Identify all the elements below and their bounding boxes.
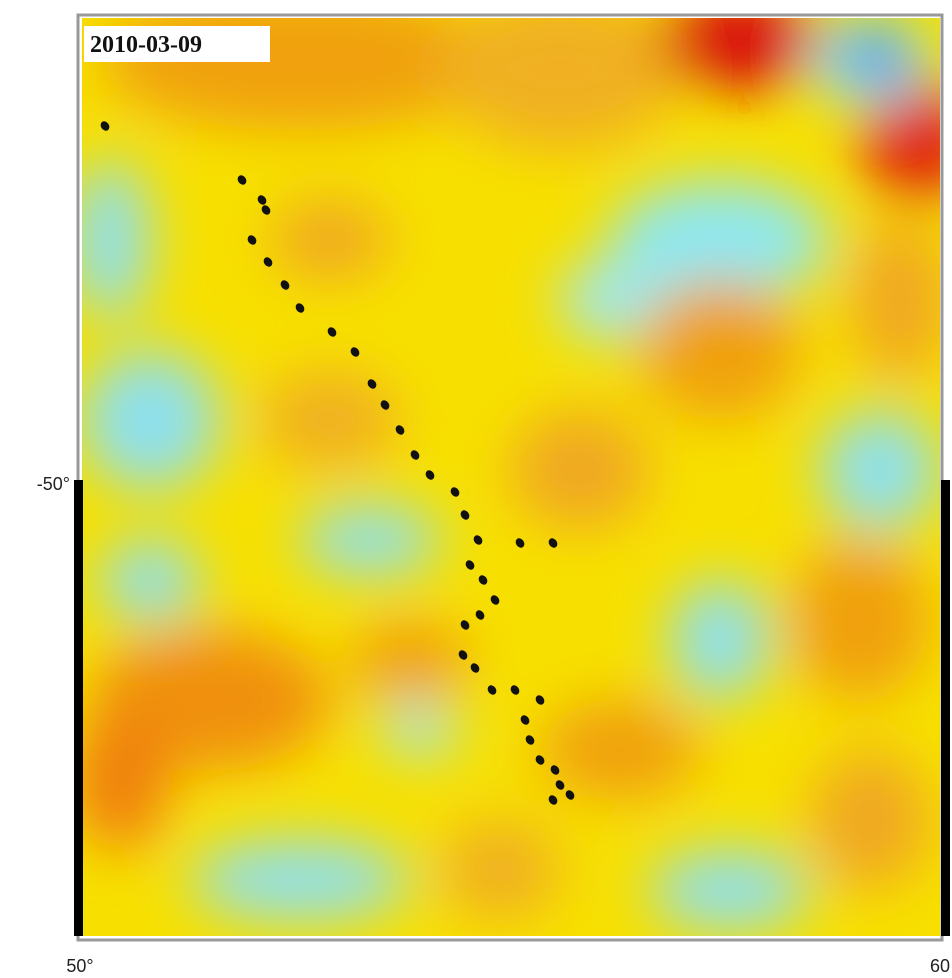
track-point [490, 595, 500, 605]
track-point [237, 175, 247, 185]
track-point [460, 620, 470, 630]
x-axis-label: 60 [930, 956, 950, 976]
track-point [475, 610, 485, 620]
frame-scale-right [941, 480, 950, 936]
track-point [555, 780, 565, 790]
track-point [470, 663, 480, 673]
track-point [535, 695, 545, 705]
track-point [327, 327, 337, 337]
frame-scale-left [74, 480, 83, 936]
track-point [410, 450, 420, 460]
track-point [450, 487, 460, 497]
track-point [520, 715, 530, 725]
heatmap [82, 18, 940, 936]
track-point [487, 685, 497, 695]
track-point [565, 790, 575, 800]
track-point [280, 280, 290, 290]
track-point [550, 765, 560, 775]
track-point [395, 425, 405, 435]
track-point [263, 257, 273, 267]
track-point [460, 510, 470, 520]
track-point [350, 347, 360, 357]
track-point [367, 379, 377, 389]
track-point [425, 470, 435, 480]
track-point [515, 538, 525, 548]
track-point [247, 235, 257, 245]
date-label: 2010-03-09 [90, 32, 202, 58]
track-point [261, 205, 271, 215]
x-axis-label: 50° [66, 956, 93, 976]
track-point [458, 650, 468, 660]
track-point [100, 121, 110, 131]
y-axis-label: -50° [37, 474, 70, 494]
track-point [257, 195, 267, 205]
track-point [295, 303, 305, 313]
track-point [478, 575, 488, 585]
track-point [548, 538, 558, 548]
track-point [510, 685, 520, 695]
date-box [84, 26, 270, 62]
track-point [380, 400, 390, 410]
track-point [525, 735, 535, 745]
track [100, 121, 575, 805]
map-frame [76, 13, 944, 942]
track-point [465, 560, 475, 570]
track-point [473, 535, 483, 545]
track-point [535, 755, 545, 765]
track-point [548, 795, 558, 805]
